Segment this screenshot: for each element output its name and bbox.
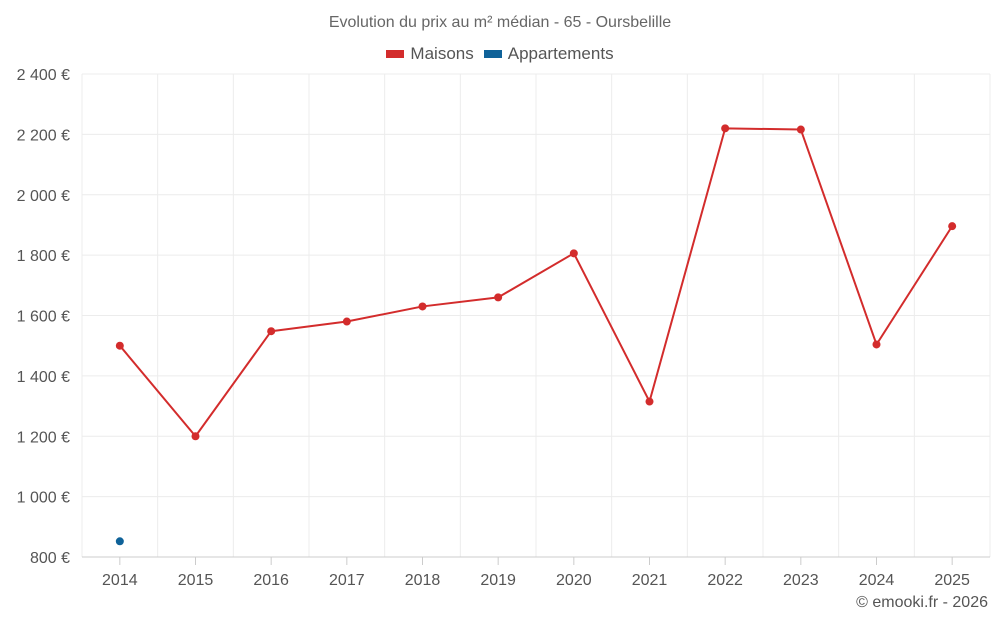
- x-tick-label: 2019: [480, 572, 516, 589]
- x-tick-label: 2014: [102, 572, 138, 589]
- y-tick-label: 1 400 €: [17, 369, 70, 386]
- x-tick-label: 2022: [707, 572, 743, 589]
- data-point-maisons: [645, 397, 654, 406]
- legend-label-maisons: Maisons: [410, 44, 474, 63]
- credit-text: © emooki.fr - 2026: [856, 594, 988, 611]
- x-tick-label: 2023: [783, 572, 819, 589]
- data-point-maisons: [569, 249, 578, 258]
- x-tick-label: 2024: [859, 572, 895, 589]
- legend-swatch-appartements: [483, 50, 502, 58]
- legend-label-appartements: Appartements: [507, 44, 614, 63]
- data-point-maisons: [267, 327, 276, 336]
- data-point-maisons: [191, 432, 200, 441]
- data-point-maisons: [342, 317, 351, 326]
- y-tick-label: 2 000 €: [17, 188, 70, 205]
- y-tick-label: 1 200 €: [17, 429, 70, 446]
- y-tick-label: 1 000 €: [17, 490, 70, 507]
- legend-item-appartements[interactable]: Appartements: [483, 44, 614, 64]
- data-point-maisons: [115, 341, 124, 350]
- y-tick-label: 1 600 €: [17, 309, 70, 326]
- legend-swatch-maisons: [386, 50, 405, 58]
- data-point-maisons: [948, 222, 957, 231]
- data-point-maisons: [721, 124, 730, 133]
- y-tick-label: 2 200 €: [17, 127, 70, 144]
- x-tick-label: 2016: [253, 572, 289, 589]
- data-point-maisons: [418, 302, 427, 311]
- x-tick-label: 2018: [405, 572, 441, 589]
- chart-title: Evolution du prix au m² médian - 65 - Ou…: [328, 14, 672, 31]
- x-tick-label: 2021: [632, 572, 668, 589]
- x-tick-label: 2025: [934, 572, 970, 589]
- data-point-maisons: [796, 125, 805, 134]
- x-tick-label: 2017: [329, 572, 365, 589]
- data-point-appartements: [115, 537, 124, 546]
- y-tick-label: 2 400 €: [17, 67, 70, 84]
- series-line-maisons: [119, 127, 954, 438]
- data-point-maisons: [872, 340, 881, 349]
- x-tick-label: 2015: [178, 572, 214, 589]
- legend: Maisons Appartements: [0, 44, 1000, 64]
- legend-item-maisons[interactable]: Maisons: [386, 44, 474, 64]
- y-tick-label: 1 800 €: [17, 248, 70, 265]
- y-tick-label: 800 €: [30, 550, 70, 567]
- data-point-maisons: [494, 293, 503, 302]
- x-tick-label: 2020: [556, 572, 592, 589]
